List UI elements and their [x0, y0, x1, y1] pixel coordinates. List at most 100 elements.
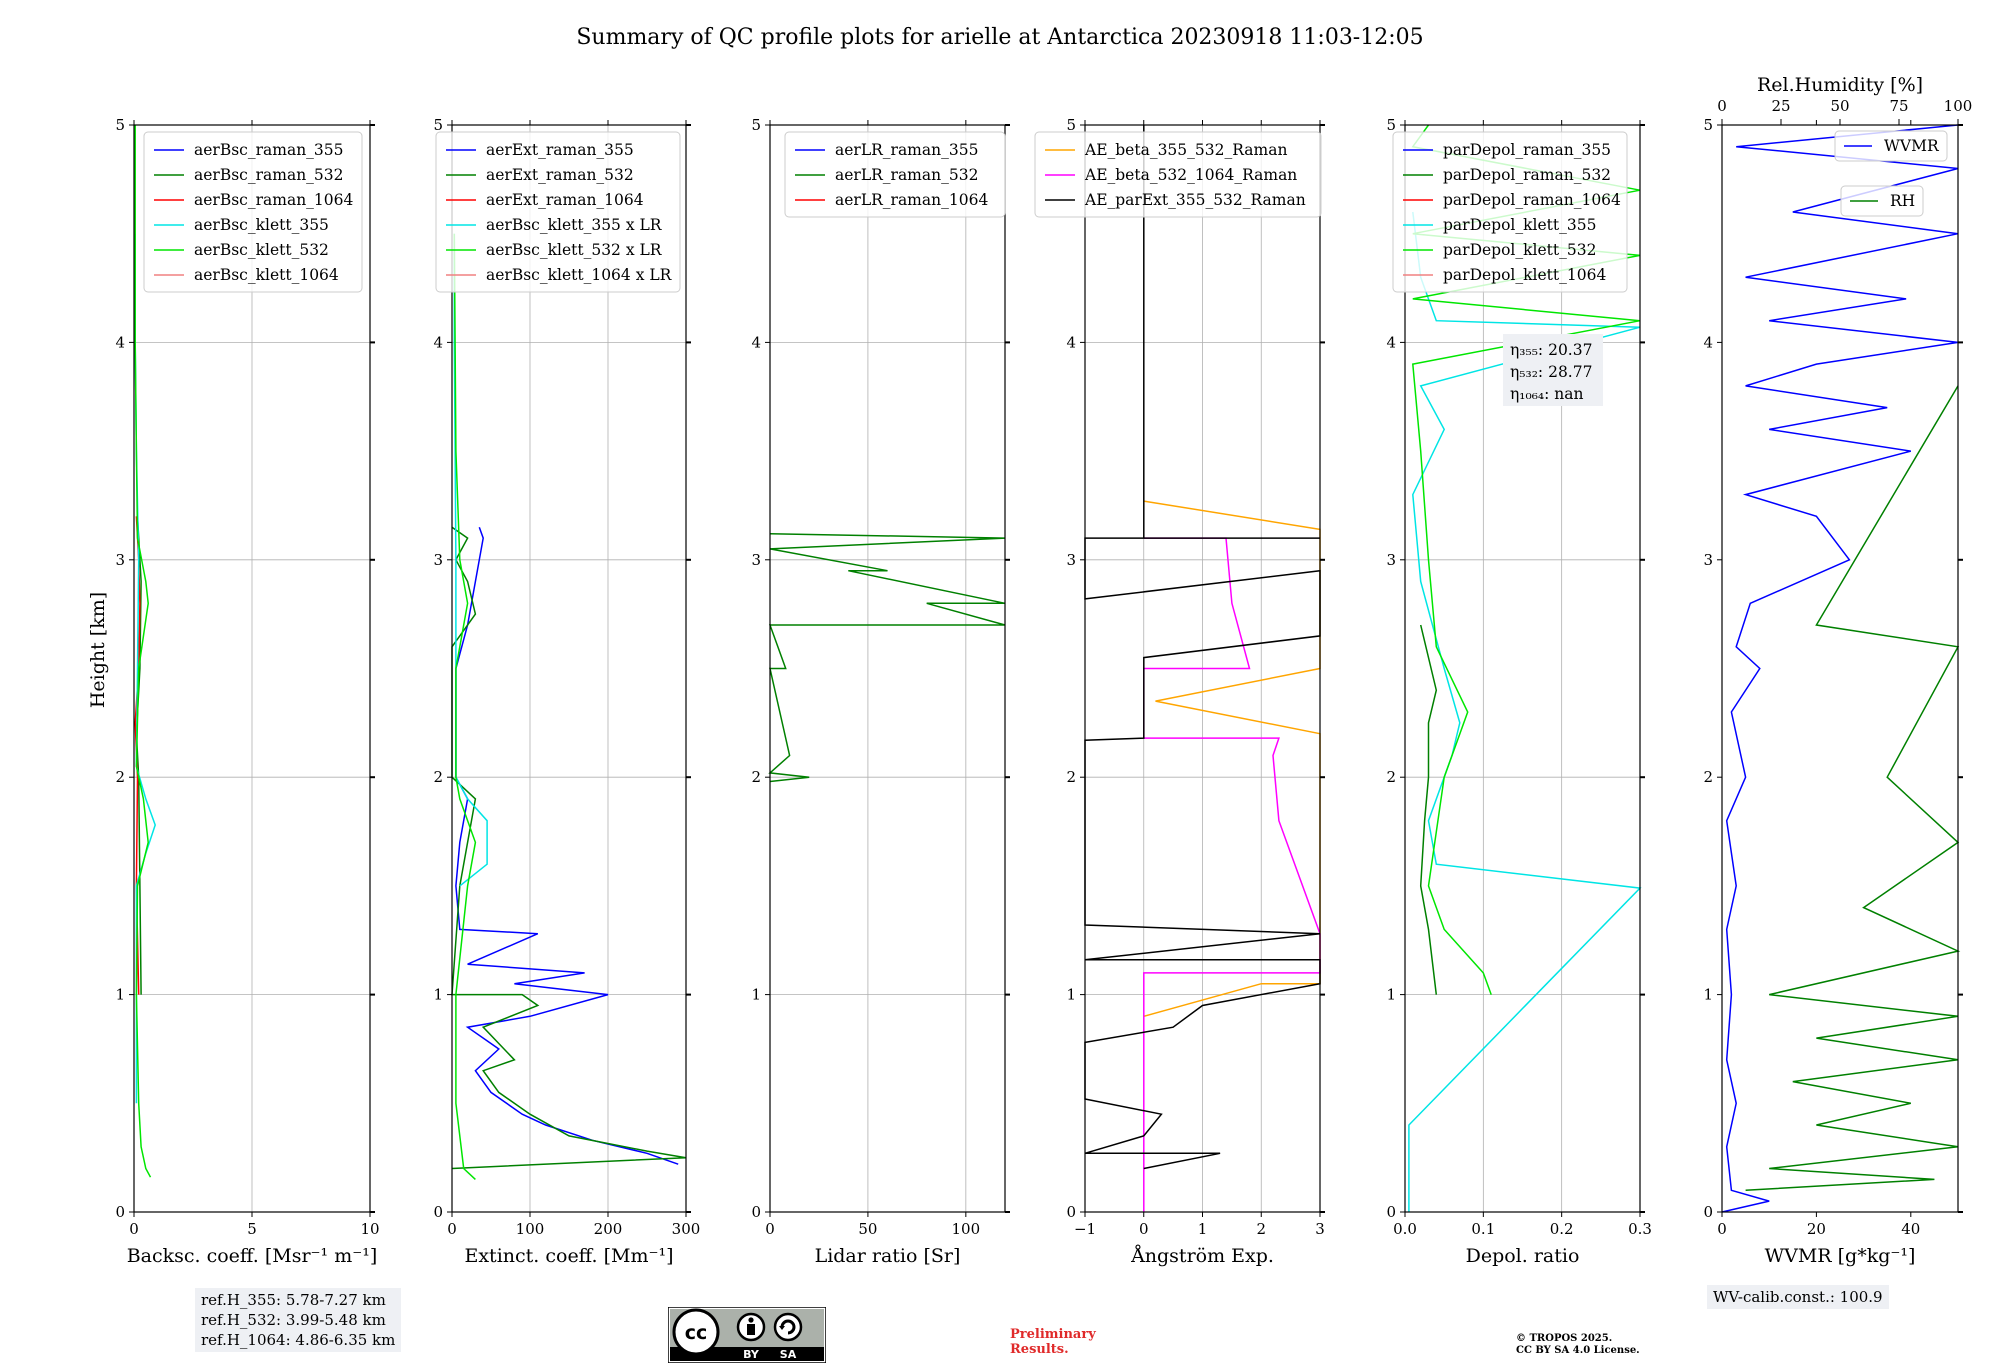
x-tick-label: 50: [858, 1220, 877, 1238]
y-tick-label: 5: [433, 116, 443, 134]
legend-entry: aerExt_raman_355: [486, 141, 634, 159]
legend-box: [1834, 130, 1948, 162]
legend-entry: parDepol_raman_355: [1443, 141, 1611, 159]
legend-entry: aerLR_raman_355: [835, 141, 978, 159]
x-tick-label: 2: [1256, 1220, 1266, 1238]
series-line-aerbsc-klett-532-x-lr: [453, 233, 477, 1180]
y-tick-label: 1: [751, 986, 761, 1004]
x-tick-label: 0: [1717, 1220, 1727, 1238]
y-tick-label: 2: [1386, 768, 1396, 786]
y-tick-label: 3: [751, 551, 761, 569]
legend-entry: aerLR_raman_532: [835, 166, 978, 184]
preliminary-line-2: Results.: [1010, 1342, 1069, 1357]
series-line-aerbsc-klett-532: [134, 125, 152, 1178]
badge-sa-label: SA: [780, 1348, 797, 1361]
legend-entry: aerBsc_klett_532: [194, 241, 329, 259]
series-line-wvmr: [1721, 124, 1959, 1213]
x-tick-label: 0.0: [1393, 1220, 1417, 1238]
reference-height-box: ref.H_355: 5.78-7.27 km ref.H_532: 3.99-…: [195, 1288, 402, 1352]
eta-annotation-line: η₃₅₅: 20.37: [1510, 341, 1592, 359]
panel-1: 0 5 10 0 1 2 3 4 5 Backsc. coeff. [Msr⁻¹ m⁻¹] aerB…: [115, 116, 379, 1267]
figure-title: Summary of QC profile plots for arielle …: [576, 25, 1423, 50]
y-tick-label: 0: [115, 1203, 125, 1221]
y-tick-label: 4: [1386, 333, 1396, 351]
axes-frame: [1404, 124, 1641, 1213]
y-tick-label: 3: [433, 551, 443, 569]
panel-6: 0 20 40 0 1 2 3 4 5 WVMR [g*kg⁻¹] 0 25 50 75 100 Rel.Hu…: [1703, 74, 1972, 1267]
x-tick-label: 0.3: [1628, 1220, 1652, 1238]
x-tick-label: 3: [1315, 1220, 1325, 1238]
y-tick-label: 3: [1066, 551, 1076, 569]
x2-tick-label: 50: [1830, 97, 1849, 115]
legend-entry: aerBsc_klett_1064: [194, 266, 339, 284]
y-tick-label: 0: [1066, 1203, 1076, 1221]
x-tick-label: 0: [129, 1220, 139, 1238]
legend-entry: aerExt_raman_1064: [486, 191, 644, 209]
legend-box: [784, 131, 1006, 218]
y-tick-label: 5: [1066, 116, 1076, 134]
series-line-rh: [1745, 385, 1961, 1192]
cc-icon: cc: [672, 1308, 720, 1356]
x2-tick-label: 25: [1771, 97, 1790, 115]
panel-2: 0 100 200 300 0 1 2 3 4 5 Extinct. coeff. [Mm⁻¹] ae…: [433, 116, 700, 1267]
y-tick-label: 3: [1386, 551, 1396, 569]
x-axis-label: Backsc. coeff. [Msr⁻¹ m⁻¹]: [127, 1245, 378, 1267]
legend-box: [435, 131, 681, 293]
legend-entry: aerBsc_klett_355: [194, 216, 329, 234]
legend-entry: aerBsc_klett_532 x LR: [486, 241, 663, 259]
cc-license-badge: cc BY SA: [668, 1307, 826, 1363]
x-axis-label: Extinct. coeff. [Mm⁻¹]: [464, 1245, 673, 1267]
x-tick-label: 0.2: [1550, 1220, 1574, 1238]
y-tick-label: 0: [1703, 1203, 1713, 1221]
legend-entry: aerBsc_klett_1064 x LR: [486, 266, 673, 284]
legend-entry: parDepol_raman_532: [1443, 166, 1611, 184]
y-tick-label: 2: [433, 768, 443, 786]
x2-tick-label: 100: [1944, 97, 1973, 115]
y-tick-label: 1: [1703, 986, 1713, 1004]
axes-frame: [769, 124, 1006, 1213]
x-tick-label: 20: [1807, 1220, 1826, 1238]
legend-entry: aerBsc_klett_355 x LR: [486, 216, 663, 234]
legend-box: [1840, 185, 1924, 217]
attribution-icon: [736, 1312, 766, 1342]
y-tick-label: 4: [1066, 333, 1076, 351]
axes-frame: [451, 124, 687, 1213]
x-tick-label: 0: [1139, 1220, 1149, 1238]
legend-entry: aerBsc_raman_355: [194, 141, 344, 159]
legend-entry: aerBsc_raman_532: [194, 166, 344, 184]
y-tick-label: 4: [1703, 333, 1713, 351]
x-tick-label: 1: [1198, 1220, 1208, 1238]
legend-entry: aerExt_raman_532: [486, 166, 634, 184]
preliminary-line-1: Preliminary: [1010, 1327, 1096, 1342]
y-tick-label: 3: [115, 551, 125, 569]
y-tick-label: 1: [1386, 986, 1396, 1004]
wv-calib-box: WV-calib.const.: 100.9: [1707, 1285, 1889, 1309]
x-axis-label: Lidar ratio [Sr]: [815, 1245, 961, 1267]
eta-annotation-line: η₅₃₂: 28.77: [1510, 363, 1592, 381]
y-tick-label: 4: [433, 333, 443, 351]
legend-entry: parDepol_klett_532: [1443, 241, 1596, 259]
x2-axis-label: Rel.Humidity [%]: [1757, 74, 1923, 96]
x2-tick-label: 0: [1717, 97, 1727, 115]
x-tick-label: 0: [765, 1220, 775, 1238]
refH-532-text: ref.H_532: 3.99-5.48 km: [201, 1311, 386, 1329]
x-tick-label: −1: [1074, 1220, 1096, 1238]
preliminary-note: Preliminary Results.: [1010, 1327, 1096, 1357]
y-tick-label: 1: [115, 986, 125, 1004]
y-tick-label: 3: [1703, 551, 1713, 569]
y-tick-label: 2: [1703, 768, 1713, 786]
y-tick-label: 5: [1703, 116, 1713, 134]
series-line-ae-beta-355-532-raman: [1143, 500, 1321, 1018]
badge-by-label: BY: [743, 1348, 760, 1361]
x-tick-label: 5: [247, 1220, 257, 1238]
x-axis-label: WVMR [g*kg⁻¹]: [1765, 1245, 1916, 1267]
series-line-pardepol-raman-532: [1419, 624, 1438, 995]
copyright-line-1: © TROPOS 2025.: [1516, 1333, 1613, 1344]
legend-entry: aerBsc_raman_1064: [194, 191, 354, 209]
y-tick-label: 2: [1066, 768, 1076, 786]
panel-5: 0.0 0.1 0.2 0.3 0 1 2 3 4 5 Depol. ratio parDepol_r…: [1386, 116, 1651, 1267]
legend-box: [1392, 131, 1628, 293]
axes-frame: [1721, 124, 1959, 1213]
legend-entry: AE_parExt_355_532_Raman: [1084, 191, 1306, 209]
